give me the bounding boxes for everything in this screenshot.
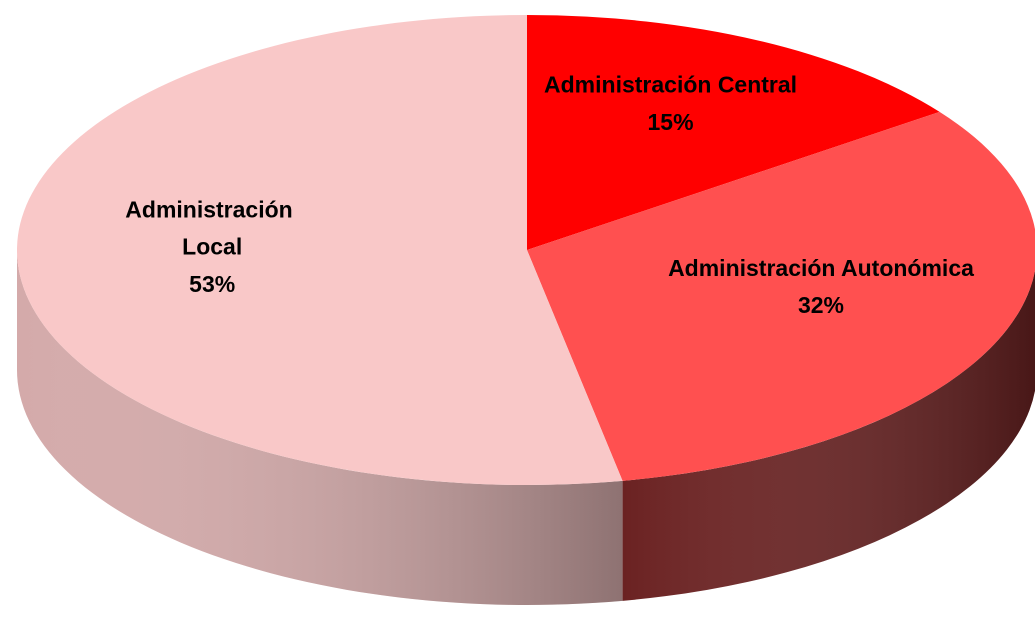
- slice-value-label: 15%: [648, 109, 694, 135]
- slice-side-shade: [17, 250, 623, 605]
- slice-value-label: 32%: [798, 292, 844, 318]
- slice-label: Administración Autonómica: [668, 255, 974, 281]
- slice-label: Administración Central: [544, 72, 797, 98]
- slice-side-shade: [622, 270, 1035, 601]
- slice: [16, 15, 623, 486]
- slice-value-label: 53%: [189, 271, 235, 297]
- slice: [527, 111, 1035, 481]
- slice-label: Administración Local: [125, 197, 299, 260]
- slice: [527, 15, 940, 250]
